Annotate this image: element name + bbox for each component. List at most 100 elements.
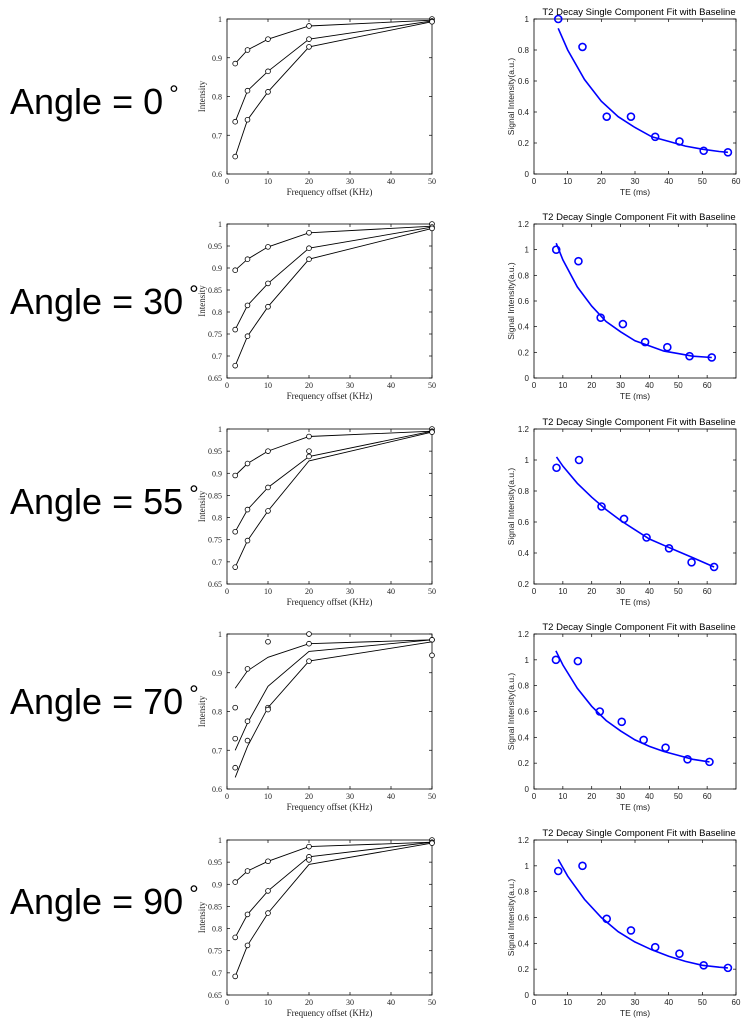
y-tick-label: 0.6: [518, 914, 530, 923]
y-tick-label: 0.9: [212, 469, 222, 478]
series-2-point: [232, 735, 239, 742]
y-tick-label: 1: [525, 15, 530, 24]
series-1-point: [265, 638, 271, 645]
series-3-point: [429, 225, 435, 232]
y-tick-label: 0.4: [518, 549, 530, 558]
series-1-point: [265, 858, 271, 865]
data-point: [602, 112, 612, 121]
series-2-point: [265, 280, 271, 287]
data-point: [551, 655, 561, 665]
x-axis-label: TE (ms): [620, 1008, 650, 1018]
series-3-point: [232, 564, 239, 570]
axes-frame: [533, 428, 737, 585]
x-tick-label: 20: [597, 177, 606, 186]
series-2-point: [265, 484, 271, 491]
x-tick-label: 40: [387, 587, 395, 596]
x-tick-label: 0: [532, 792, 537, 801]
axes-frame: [533, 839, 737, 996]
y-tick-label: 0.85: [208, 902, 222, 911]
y-tick-label: 0.6: [518, 297, 530, 306]
x-tick-label: 50: [428, 792, 436, 801]
series-3-point: [232, 362, 239, 369]
panel-intensity-30: 0 10 20 30 40 50 0.65 0.7 0.75 0.8 0.85 0.9 0.95 1 Fre…: [197, 220, 436, 401]
series-1-point: [265, 36, 271, 42]
y-tick-label: 0: [525, 374, 530, 383]
fit-curve: [557, 859, 728, 969]
y-tick-label: 1: [525, 862, 530, 871]
x-tick-label: 60: [732, 998, 741, 1007]
y-tick-label: 0.8: [212, 925, 222, 934]
y-tick-label: 0.75: [208, 330, 222, 339]
y-axis-label: Signal Intensity(a.u.): [506, 468, 516, 546]
y-tick-label: 0: [525, 991, 530, 1000]
series-1-point: [232, 267, 239, 274]
panel-t2-55: 0 10 20 30 40 50 60 0.2 0.4 0.6 0.8 1 1.2 TE (ms) Sign…: [506, 417, 737, 607]
x-tick-label: 20: [587, 381, 596, 390]
x-tick-label: 20: [305, 587, 313, 596]
series-3-point: [244, 333, 251, 340]
data-point: [661, 743, 670, 752]
series-2-point: [232, 326, 239, 333]
y-tick-label: 1.2: [518, 425, 530, 434]
angle-label-30: Angle = 30 °: [10, 281, 199, 322]
x-tick-label: 40: [387, 177, 395, 186]
x-tick-label: 10: [264, 381, 272, 390]
axes-frame: [226, 428, 433, 585]
x-tick-label: 50: [428, 998, 436, 1007]
data-point: [687, 557, 696, 567]
data-point: [553, 866, 563, 876]
data-point: [723, 148, 733, 157]
series-3-point: [232, 764, 239, 771]
series-3-point: [265, 910, 271, 916]
y-axis-label: Intensity: [197, 80, 207, 112]
y-tick-label: 0.6: [518, 708, 530, 717]
panel-intensity-0: 0 10 20 30 40 50 0.6 0.7 0.8 0.9 1 Frequency offset…: [197, 15, 436, 197]
y-tick-label: 0.2: [518, 759, 530, 768]
data-point: [723, 963, 733, 973]
y-tick-label: 1.2: [518, 220, 530, 229]
chart-title: T2 Decay Single Component Fit with Basel…: [542, 7, 735, 18]
x-tick-label: 60: [703, 792, 712, 801]
y-tick-label: 0.8: [518, 487, 530, 496]
y-tick-label: 0.65: [208, 580, 222, 589]
y-tick-label: 0.6: [518, 518, 530, 527]
x-tick-label: 40: [645, 792, 654, 801]
axes-frame: [533, 223, 737, 379]
series-1-line: [234, 430, 433, 476]
data-point: [626, 926, 636, 935]
x-tick-label: 20: [587, 587, 596, 596]
x-axis-label: Frequency offset (KHz): [287, 802, 373, 812]
data-point: [552, 463, 561, 473]
axes-frame: [226, 633, 433, 790]
series-3-line: [234, 641, 433, 778]
y-tick-label: 0.8: [212, 93, 222, 102]
data-point: [617, 717, 627, 727]
y-tick-label: 0.2: [518, 139, 530, 148]
data-point: [699, 146, 708, 156]
y-tick-label: 0.6: [212, 785, 222, 794]
y-tick-label: 0.8: [518, 682, 530, 691]
series-3-point: [306, 453, 312, 460]
data-point: [574, 256, 583, 266]
x-tick-label: 0: [532, 177, 537, 186]
series-1-point: [306, 631, 312, 637]
y-axis-label: Intensity: [197, 901, 207, 933]
axes-frame: [226, 223, 433, 379]
series-3-point: [265, 706, 271, 713]
y-axis-label: Intensity: [197, 490, 207, 522]
series-2-point: [244, 718, 251, 724]
panel-t2-30: 0 10 20 30 40 50 60 0 0.2 0.4 0.6 0.8 1 1.2 TE (ms) Sig…: [506, 212, 737, 401]
y-tick-label: 1: [218, 836, 222, 845]
x-tick-label: 50: [698, 998, 707, 1007]
series-1-point: [265, 448, 271, 454]
series-3-point: [429, 429, 435, 435]
x-tick-label: 60: [703, 587, 712, 596]
axes-frame: [533, 633, 737, 790]
x-tick-label: 10: [558, 792, 567, 801]
x-tick-label: 40: [387, 381, 395, 390]
y-tick-label: 0.4: [518, 323, 530, 332]
series-1-line: [234, 639, 433, 689]
y-tick-label: 0.2: [518, 348, 530, 357]
x-tick-label: 60: [732, 177, 741, 186]
angle-label-0: Angle = 0 °: [10, 81, 179, 122]
